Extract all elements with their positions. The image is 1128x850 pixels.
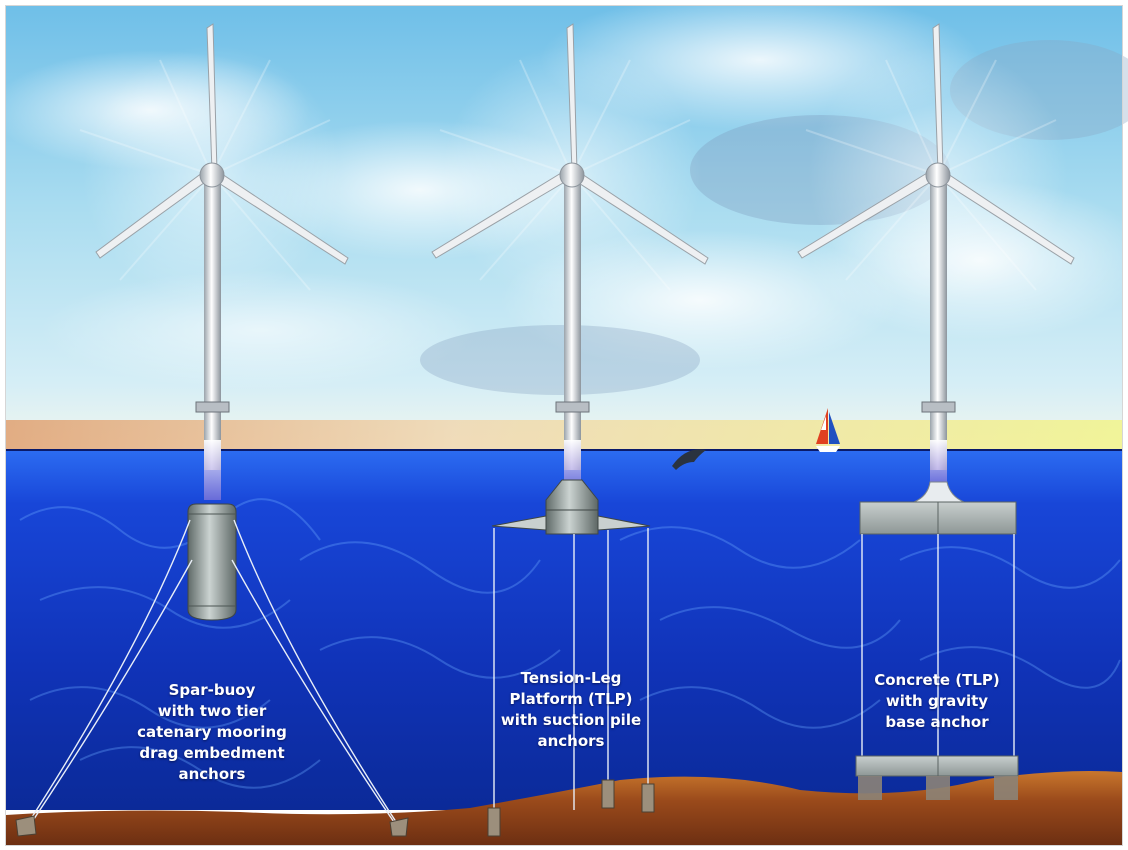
caption-line: Tension-Leg [520, 669, 622, 687]
drag-anchor-left [15, 815, 37, 837]
tower [930, 180, 947, 470]
tower-submerged [564, 440, 581, 490]
tower [204, 180, 221, 470]
hub [559, 162, 585, 188]
caption-concrete-tlp: Concrete (TLP) with gravity base anchor [847, 670, 1027, 733]
caption-tension-leg-platform: Tension-Leg Platform (TLP) with suction … [481, 668, 661, 752]
turbine-spar-buoy [15, 23, 409, 837]
tower-flange [555, 401, 590, 413]
caption-line: with suction pile [500, 711, 642, 729]
caption-line: catenary mooring [137, 723, 287, 741]
seabed [6, 771, 1122, 845]
suction-pile [601, 779, 615, 809]
hub [199, 162, 225, 188]
hub [925, 162, 951, 188]
rotor-blur-lines [439, 59, 691, 291]
rotor-blur-lines [79, 59, 331, 291]
tower [564, 180, 581, 470]
caption-line: with gravity [885, 692, 989, 710]
drag-anchor-right [389, 817, 409, 837]
caption-spar-buoy: Spar-buoy with two tier catenary mooring… [122, 680, 302, 785]
caption-line: drag embedment [139, 744, 285, 762]
caption-line: Spar-buoy [168, 681, 256, 699]
spar-float [187, 503, 237, 621]
turbine-tension-leg-platform [431, 23, 709, 837]
rotor-blur-lines [805, 59, 1057, 291]
caption-line: base anchor [885, 713, 989, 731]
caption-line: anchors [178, 765, 246, 783]
tower-flange [195, 401, 230, 413]
tlp-arm-left [491, 515, 547, 531]
tlp-arm-right [597, 515, 651, 531]
sailboat [816, 408, 840, 452]
base-footing [994, 776, 1018, 800]
tower-flange [921, 401, 956, 413]
caption-line: Platform (TLP) [509, 690, 633, 708]
suction-pile [641, 783, 655, 813]
turbine-concrete-tlp [797, 23, 1075, 800]
frame [5, 5, 1123, 846]
tension-legs [493, 528, 649, 810]
base-footing [858, 776, 882, 800]
mooring-lines [24, 519, 401, 829]
tendons [861, 534, 1015, 756]
suction-pile [487, 807, 501, 837]
tower-submerged [930, 440, 947, 484]
tlp-buoy [545, 509, 599, 535]
gravity-base [855, 755, 1019, 777]
dolphin [672, 449, 706, 470]
base-footing [926, 776, 950, 800]
caption-line: anchors [537, 732, 605, 750]
tower-submerged [204, 440, 221, 500]
water-caustics [19, 498, 1121, 789]
caption-line: Concrete (TLP) [874, 671, 1000, 689]
caption-line: with two tier [157, 702, 267, 720]
